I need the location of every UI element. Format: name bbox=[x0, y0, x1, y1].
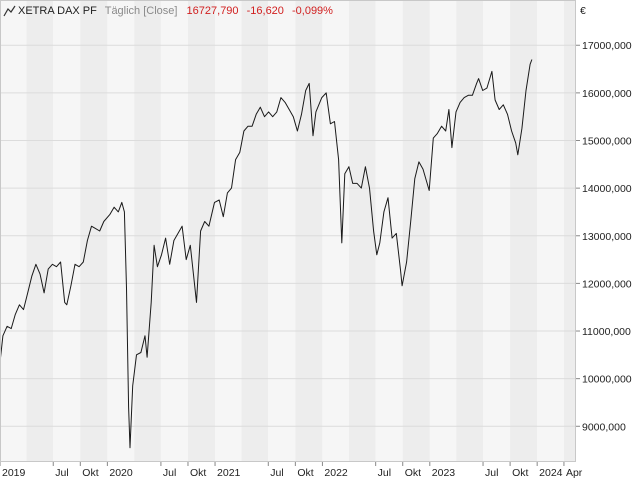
x-tick-label: Okt bbox=[82, 467, 98, 479]
price-change: -16,620 bbox=[247, 5, 284, 17]
y-tick-label: 11000,000 bbox=[582, 326, 631, 338]
svg-text:XETRA DAX PF Täglich [Cl: XETRA DAX PF Täglich [Close] 16727,790 -… bbox=[18, 5, 333, 17]
x-tick-label: Jul bbox=[163, 467, 176, 479]
y-tick-label: 14000,000 bbox=[582, 183, 632, 195]
quarter-band bbox=[53, 0, 81, 462]
quarter-band bbox=[80, 0, 108, 462]
y-tick-label: 9000,000 bbox=[582, 421, 626, 433]
quarter-band bbox=[563, 0, 576, 462]
x-tick-label: 2020 bbox=[109, 467, 133, 479]
y-tick-label: 12000,000 bbox=[582, 278, 632, 290]
quarter-band bbox=[215, 0, 242, 462]
quarter-band bbox=[268, 0, 296, 462]
x-tick-label: Okt bbox=[190, 467, 206, 479]
x-tick-label: 2021 bbox=[217, 467, 241, 479]
gridlines bbox=[0, 44, 576, 427]
x-tick-label: 2019 bbox=[2, 467, 26, 479]
quarter-band bbox=[187, 0, 216, 462]
chart-header: XETRA DAX PF Täglich [Close] 16727,790 -… bbox=[3, 5, 333, 17]
price-change-percent: -0,099% bbox=[292, 5, 333, 17]
series-layer bbox=[0, 59, 533, 449]
quarter-band bbox=[348, 0, 376, 462]
y-tick-label: 10000,000 bbox=[582, 374, 632, 386]
y-tick-label: 15000,000 bbox=[582, 136, 632, 148]
quarter-band bbox=[134, 0, 161, 462]
background-bands bbox=[0, 0, 576, 462]
quarter-band bbox=[456, 0, 484, 462]
x-tick-label: 2024 bbox=[539, 467, 563, 479]
quarter-band bbox=[429, 0, 457, 462]
x-tick-label: Apr bbox=[566, 467, 583, 479]
x-tick-label: Okt bbox=[405, 467, 421, 479]
x-tick-label: Jul bbox=[378, 467, 391, 479]
line-chart-icon bbox=[3, 5, 16, 17]
x-tick-label: Jul bbox=[485, 467, 498, 479]
interval-label: Täglich [Close] bbox=[105, 5, 178, 17]
quarter-band bbox=[0, 0, 27, 462]
x-tick-label: Jul bbox=[55, 467, 68, 479]
x-tick-label: 2022 bbox=[324, 467, 348, 479]
last-price: 16727,790 bbox=[187, 5, 239, 17]
quarter-band bbox=[483, 0, 511, 462]
quarter-band bbox=[537, 0, 564, 462]
currency-label: € bbox=[580, 5, 586, 17]
quarter-band bbox=[402, 0, 430, 462]
x-tick-label: Jul bbox=[270, 467, 283, 479]
quarter-band bbox=[160, 0, 188, 462]
quarter-band bbox=[322, 0, 349, 462]
quarter-band bbox=[107, 0, 135, 462]
instrument-name: XETRA DAX PF bbox=[18, 5, 97, 17]
y-tick-label: 16000,000 bbox=[582, 88, 632, 100]
x-tick-label: Okt bbox=[512, 467, 528, 479]
quarter-band bbox=[510, 0, 538, 462]
plot-frame bbox=[0, 0, 576, 462]
quarter-band bbox=[241, 0, 269, 462]
x-tick-label: Okt bbox=[297, 467, 313, 479]
quarter-band bbox=[295, 0, 323, 462]
x-axis: 2019 Jul Okt 2020 Jul Okt 2021 Jul Okt 2022 Jul Okt… bbox=[0, 462, 583, 479]
y-axis: 9000,000 10000,000 11000,000 12000,000 13000… bbox=[576, 40, 632, 433]
quarter-band bbox=[375, 0, 403, 462]
quarter-band bbox=[26, 0, 54, 462]
y-tick-label: 13000,000 bbox=[582, 231, 632, 243]
y-tick-label: 17000,000 bbox=[582, 40, 632, 52]
price-line bbox=[0, 59, 533, 449]
x-tick-label: 2023 bbox=[432, 467, 456, 479]
